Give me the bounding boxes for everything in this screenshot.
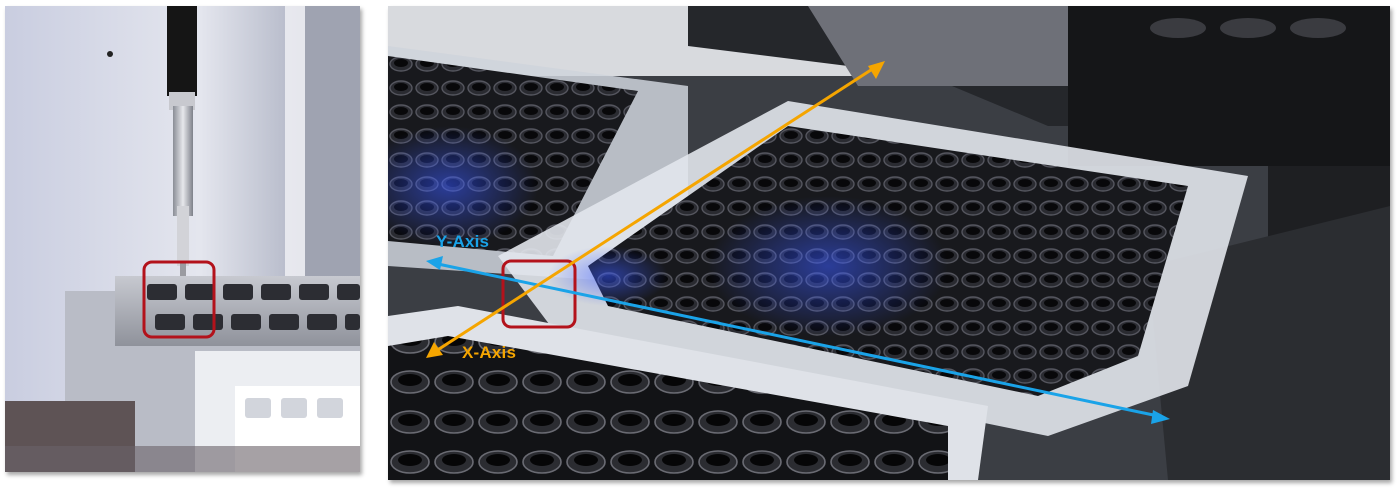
probe-shaft — [173, 106, 193, 216]
rack-overview-illustration — [388, 6, 1390, 480]
rack-overview-photo — [388, 6, 1390, 480]
x-axis-label: X-Axis — [462, 343, 517, 362]
probe-highlight-box — [142, 260, 216, 339]
probe-cable — [167, 6, 197, 96]
probe-closeup-illustration — [5, 6, 360, 472]
y-axis-arrow — [426, 256, 1170, 424]
x-axis-arrow — [426, 61, 885, 358]
probe-closeup-photo — [5, 6, 360, 472]
y-axis-label: Y-Axis — [436, 232, 490, 251]
tube-rack-front — [388, 336, 948, 480]
